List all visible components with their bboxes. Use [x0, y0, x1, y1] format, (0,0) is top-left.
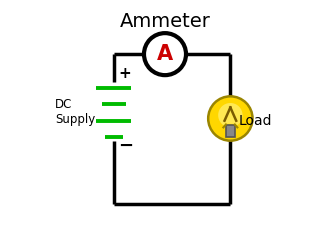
- Text: Load: Load: [239, 114, 272, 128]
- Text: +: +: [118, 66, 131, 81]
- Text: Ammeter: Ammeter: [119, 12, 211, 31]
- Circle shape: [218, 103, 243, 127]
- Polygon shape: [223, 125, 237, 127]
- Text: −: −: [118, 137, 133, 155]
- Text: A: A: [157, 44, 173, 64]
- Text: DC
Supply: DC Supply: [55, 98, 95, 126]
- Circle shape: [144, 33, 186, 75]
- Circle shape: [208, 96, 252, 141]
- FancyBboxPatch shape: [226, 125, 235, 137]
